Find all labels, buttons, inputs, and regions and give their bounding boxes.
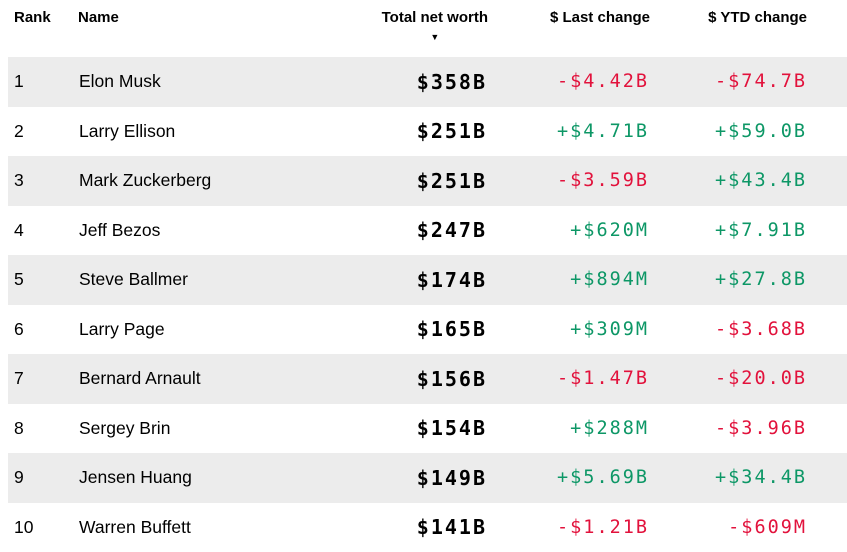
rank-cell: 8: [14, 417, 24, 438]
worth-cell: $149B: [368, 453, 488, 503]
name-cell: Jeff Bezos: [79, 219, 161, 240]
last-change-cell: -$3.59B: [488, 156, 650, 206]
worth-cell: $247B: [416, 218, 487, 243]
last-change-cell: +$5.69B: [488, 453, 650, 503]
name-cell: Larry Page: [79, 318, 165, 339]
table-row: 9 Jensen Huang $149B +$5.69B +$34.4B: [8, 453, 847, 503]
table-row: 5 Steve Ballmer $174B +$894M +$27.8B: [8, 255, 847, 305]
header-total-net-worth[interactable]: Total net worth ▼: [368, 0, 488, 57]
rank-cell: 7: [8, 354, 78, 404]
name-cell: Elon Musk: [78, 57, 368, 107]
name-cell: Larry Ellison: [79, 120, 176, 141]
worth-cell: $141B: [416, 515, 487, 540]
name-cell: Bernard Arnault: [78, 354, 368, 404]
header-total-net-worth-label: Total net worth: [381, 9, 488, 26]
rank-cell: 5: [8, 255, 78, 305]
header-rank[interactable]: Rank: [14, 9, 51, 26]
last-change-cell: -$1.21B: [557, 516, 649, 538]
name-cell: Warren Buffett: [79, 516, 191, 537]
last-change-cell: +$894M: [488, 255, 650, 305]
header-ytd-change[interactable]: $ YTD change: [708, 9, 807, 26]
ytd-change-cell: -$609M: [728, 516, 807, 538]
name-cell: Steve Ballmer: [78, 255, 368, 305]
table-row: 10 Warren Buffett $141B -$1.21B -$609M: [8, 503, 847, 552]
name-cell: Jensen Huang: [78, 453, 368, 503]
table-row: 4 Jeff Bezos $247B +$620M +$7.91B: [8, 206, 847, 256]
worth-cell: $165B: [416, 317, 487, 342]
table-row: 6 Larry Page $165B +$309M -$3.68B: [8, 305, 847, 355]
ytd-change-cell: -$3.96B: [715, 417, 807, 439]
header-row: Rank Name Total net worth ▼ $ Last chang…: [8, 0, 847, 57]
table-row: 7 Bernard Arnault $156B -$1.47B -$20.0B: [8, 354, 847, 404]
worth-cell: $174B: [368, 255, 488, 305]
worth-cell: $156B: [368, 354, 488, 404]
last-change-cell: -$1.47B: [488, 354, 650, 404]
worth-cell: $251B: [416, 119, 487, 144]
table-row: 1 Elon Musk $358B -$4.42B -$74.7B: [8, 57, 847, 107]
rank-cell: 4: [14, 219, 24, 240]
ytd-change-cell: +$59.0B: [715, 120, 807, 142]
ytd-change-cell: -$74.7B: [650, 57, 847, 107]
ytd-change-cell: +$27.8B: [650, 255, 847, 305]
rank-cell: 2: [14, 120, 24, 141]
rank-cell: 9: [8, 453, 78, 503]
worth-cell: $154B: [416, 416, 487, 441]
rank-cell: 1: [8, 57, 78, 107]
header-name[interactable]: Name: [78, 9, 119, 26]
ytd-change-cell: +$7.91B: [715, 219, 807, 241]
billionaires-table: Rank Name Total net worth ▼ $ Last chang…: [8, 0, 847, 552]
table-row: 2 Larry Ellison $251B +$4.71B +$59.0B: [8, 107, 847, 157]
header-last-change[interactable]: $ Last change: [549, 9, 650, 26]
last-change-cell: +$288M: [570, 417, 649, 439]
worth-cell: $358B: [368, 57, 488, 107]
sort-descending-icon: ▼: [430, 32, 440, 42]
worth-cell: $251B: [368, 156, 488, 206]
rank-cell: 3: [8, 156, 78, 206]
last-change-cell: +$620M: [570, 219, 649, 241]
rank-cell: 6: [14, 318, 24, 339]
name-cell: Mark Zuckerberg: [78, 156, 368, 206]
table-row: 3 Mark Zuckerberg $251B -$3.59B +$43.4B: [8, 156, 847, 206]
name-cell: Sergey Brin: [79, 417, 171, 438]
last-change-cell: +$309M: [570, 318, 649, 340]
table-row: 8 Sergey Brin $154B +$288M -$3.96B: [8, 404, 847, 454]
ytd-change-cell: -$20.0B: [650, 354, 847, 404]
last-change-cell: -$4.42B: [488, 57, 650, 107]
ytd-change-cell: +$34.4B: [650, 453, 847, 503]
rank-cell: 10: [14, 516, 34, 537]
ytd-change-cell: -$3.68B: [715, 318, 807, 340]
last-change-cell: +$4.71B: [557, 120, 649, 142]
ytd-change-cell: +$43.4B: [650, 156, 847, 206]
